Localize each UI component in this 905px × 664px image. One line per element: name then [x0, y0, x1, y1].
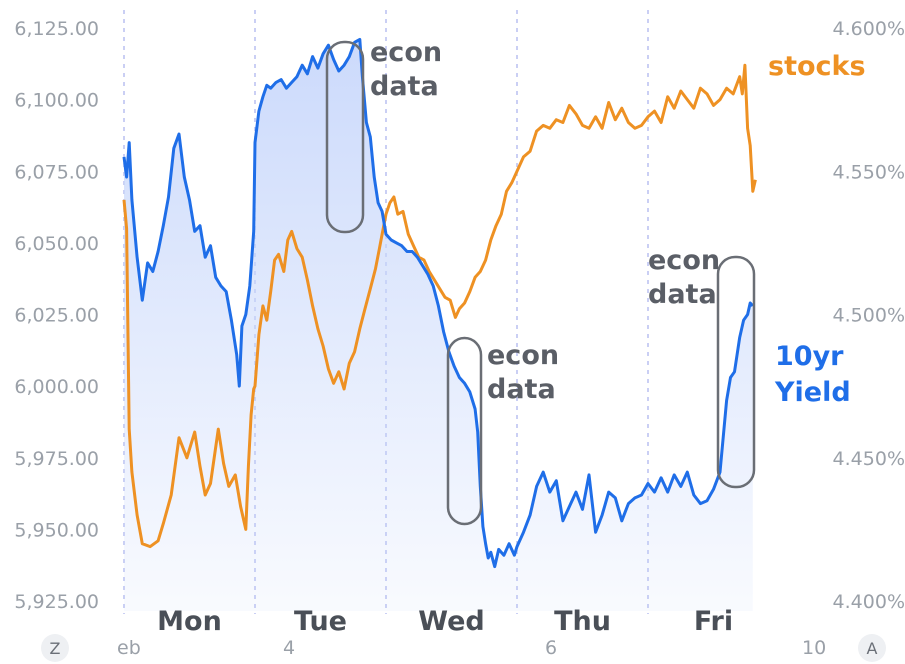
left-tick-label: 5,925.00	[14, 591, 99, 613]
series-labels: stocks 10yr Yield	[768, 51, 866, 408]
left-tick-label: 6,025.00	[14, 305, 99, 327]
date-label: 10	[802, 637, 826, 659]
left-tick-label: 6,125.00	[14, 18, 99, 40]
left-tick-label: 5,975.00	[14, 448, 99, 470]
annotation-text: econ	[487, 340, 559, 371]
right-axis: 4.600% 4.550% 4.500% 4.450% 4.400%	[833, 18, 905, 613]
day-label: Mon	[157, 606, 222, 637]
annotation-text: data	[487, 374, 556, 405]
yield-area-fill	[124, 39, 753, 611]
left-tick-label: 5,950.00	[14, 519, 99, 541]
yield-label: Yield	[774, 377, 851, 408]
right-tick-label: 4.450%	[833, 448, 905, 470]
annotation-text: data	[648, 279, 717, 310]
corner-label: Z	[50, 639, 61, 658]
left-tick-label: 6,100.00	[14, 90, 99, 112]
left-tick-label: 6,050.00	[14, 233, 99, 255]
day-label: Fri	[694, 606, 733, 637]
day-labels: Mon Tue Wed Thu Fri	[157, 606, 733, 637]
day-label: Tue	[294, 606, 347, 637]
day-label: Thu	[554, 606, 611, 637]
date-label: 6	[545, 637, 557, 659]
left-axis: 6,125.00 6,100.00 6,075.00 6,050.00 6,025.00…	[14, 18, 99, 613]
right-tick-label: 4.500%	[833, 305, 905, 327]
annotation-box	[446, 336, 483, 526]
right-tick-label: 4.400%	[833, 591, 905, 613]
date-label: 4	[283, 637, 295, 659]
day-label: Wed	[418, 606, 484, 637]
yield-label: 10yr	[775, 341, 844, 372]
corner-label: A	[867, 639, 878, 658]
annotation-box	[716, 255, 756, 489]
yield-line	[122, 38, 754, 569]
date-label: eb	[117, 637, 141, 659]
annotation-text: econ	[370, 37, 442, 68]
right-tick-label: 4.550%	[833, 161, 905, 183]
left-tick-label: 6,000.00	[14, 376, 99, 398]
annotation-text: data	[370, 71, 439, 102]
date-labels: eb 4 6 10 Z A	[41, 634, 886, 662]
stocks-label: stocks	[768, 51, 866, 82]
annotation-box	[325, 40, 365, 234]
corner-badge	[41, 634, 69, 662]
day-separators	[123, 10, 649, 614]
corner-badge	[858, 634, 886, 662]
left-tick-label: 6,075.00	[14, 161, 99, 183]
right-tick-label: 4.600%	[833, 18, 905, 40]
annotation-text: econ	[648, 245, 720, 276]
stocks-line	[122, 63, 757, 549]
